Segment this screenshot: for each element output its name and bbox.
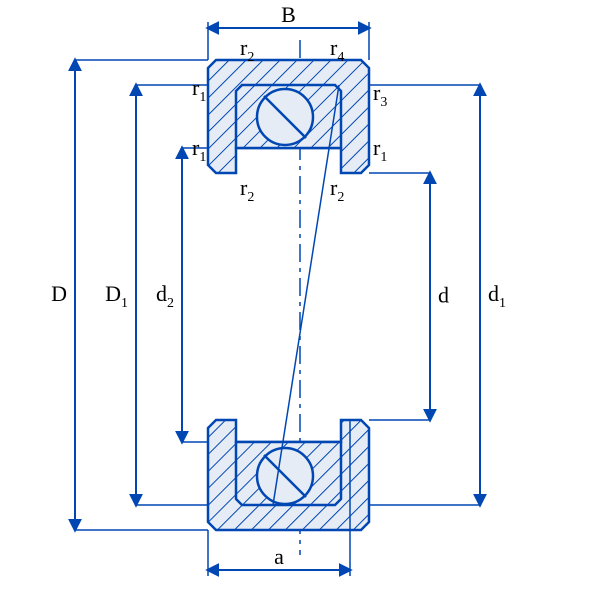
dim-a: a — [274, 544, 284, 569]
dim-d: d — [438, 283, 449, 308]
dim-D1: D1 — [105, 281, 128, 311]
r-label-7: r2 — [330, 175, 344, 205]
r-label-6: r2 — [240, 175, 254, 205]
r-label-4: r1 — [192, 135, 206, 165]
r-label-5: r1 — [373, 135, 387, 165]
dim-d1: d1 — [488, 281, 506, 311]
dim-B: B — [281, 2, 296, 27]
dim-D: D — [51, 281, 67, 306]
dim-d2: d2 — [156, 281, 174, 311]
r-label-2: r1 — [192, 75, 206, 105]
